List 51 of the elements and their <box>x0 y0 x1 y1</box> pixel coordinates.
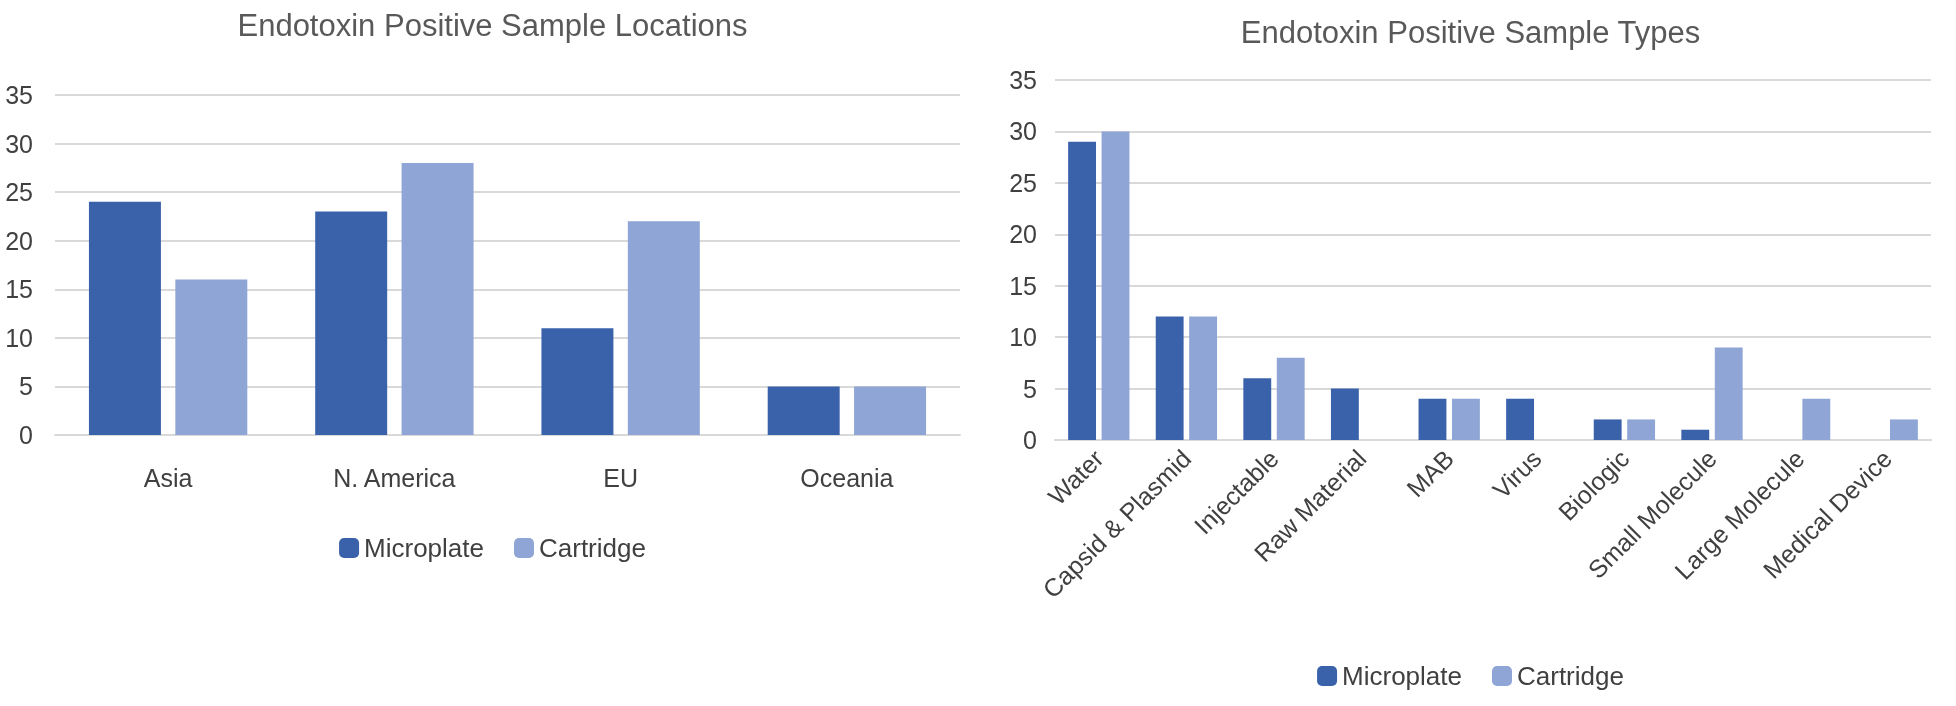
bar <box>1243 378 1272 440</box>
bar <box>1330 388 1359 440</box>
bar <box>1627 419 1656 440</box>
chart-title: Endotoxin Positive Sample Locations <box>237 8 748 43</box>
y-tick-label: 35 <box>1009 66 1037 94</box>
chart-title: Endotoxin Positive Sample Types <box>1240 15 1701 50</box>
legend-label: Microplate <box>1342 661 1462 691</box>
y-tick-label: 20 <box>5 226 33 255</box>
bar <box>854 386 927 435</box>
x-tick-label: Oceania <box>800 463 894 492</box>
y-tick-label: 30 <box>1009 117 1037 146</box>
legend-label: Cartridge <box>539 533 646 563</box>
y-tick-label: 15 <box>5 275 33 304</box>
bar <box>1155 316 1184 440</box>
x-tick-label: EU <box>603 463 638 492</box>
y-tick-label: 25 <box>1009 168 1037 197</box>
y-tick-label: 5 <box>19 372 33 401</box>
y-tick-label: 25 <box>5 178 33 207</box>
bar <box>1451 398 1480 440</box>
bar <box>1189 316 1218 440</box>
legend-label: Microplate <box>364 533 484 563</box>
x-tick-label: Asia <box>143 463 193 492</box>
x-tick-label: N. America <box>333 463 456 492</box>
bar <box>315 211 388 435</box>
x-tick-label: Virus <box>1486 444 1547 504</box>
bar <box>1714 347 1743 440</box>
bar <box>1068 141 1097 440</box>
bar <box>1889 419 1918 440</box>
bar <box>401 163 474 435</box>
bar <box>1418 398 1447 440</box>
bar <box>1506 398 1535 440</box>
bar <box>1276 357 1305 440</box>
bar <box>1802 398 1831 440</box>
bar <box>767 386 840 435</box>
bar <box>627 221 700 435</box>
y-tick-label: 0 <box>1023 426 1037 454</box>
y-tick-label: 0 <box>19 421 33 449</box>
bar <box>1101 131 1130 440</box>
y-tick-label: 5 <box>1023 374 1037 403</box>
y-tick-label: 35 <box>5 81 33 109</box>
bar <box>1681 429 1710 440</box>
y-tick-label: 15 <box>1009 271 1037 300</box>
bar <box>1593 419 1622 440</box>
bar <box>175 279 248 435</box>
legend-label: Cartridge <box>1517 661 1624 691</box>
y-tick-label: 30 <box>5 129 33 158</box>
y-tick-label: 10 <box>5 323 33 352</box>
y-tick-label: 10 <box>1009 323 1037 352</box>
bar <box>541 328 614 435</box>
bar <box>88 201 161 435</box>
y-tick-label: 20 <box>1009 220 1037 249</box>
